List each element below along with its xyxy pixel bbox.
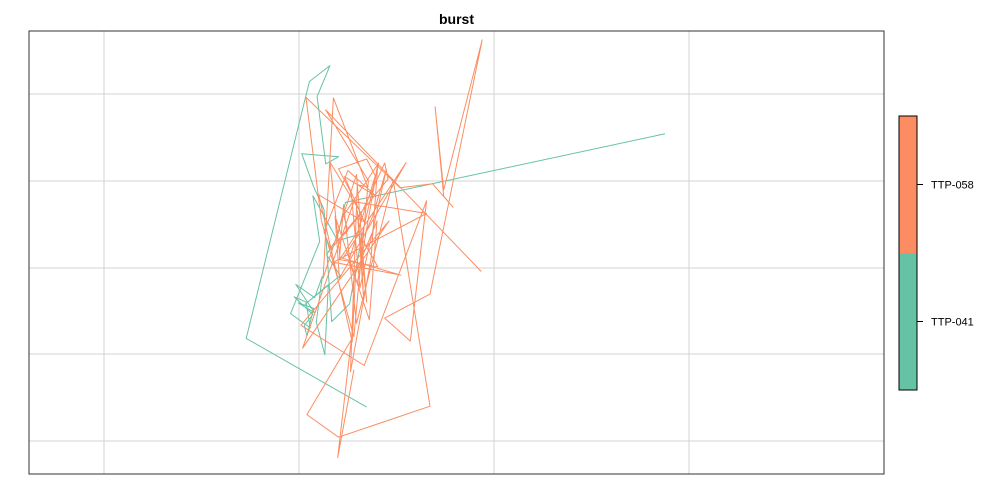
legend-swatch-ttp-058 — [899, 116, 917, 253]
series-lines — [245, 39, 666, 459]
gridlines — [29, 31, 884, 474]
chart-title: burst — [439, 11, 474, 27]
legend-frame — [898, 115, 918, 391]
legend-label-ttp-041: TTP-041 — [931, 317, 974, 329]
legend-swatch-ttp-041 — [899, 253, 917, 390]
plot-frame — [28, 30, 885, 475]
legend-label-ttp-058: TTP-058 — [931, 180, 974, 192]
series-line-ttp-058 — [300, 39, 483, 459]
legend: TTP-041 TTP-058 — [898, 115, 974, 391]
series-line-ttp-041 — [245, 65, 666, 408]
